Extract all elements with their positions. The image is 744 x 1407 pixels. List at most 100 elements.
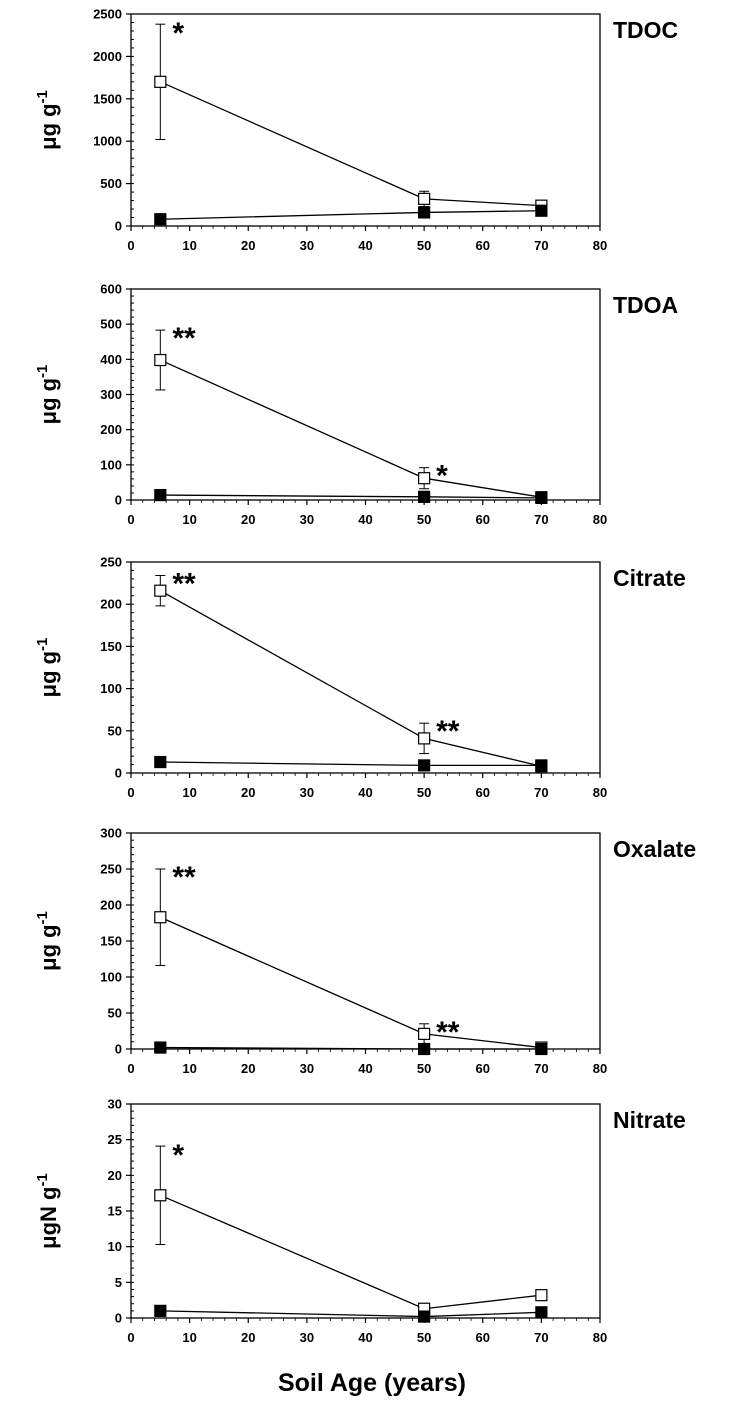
y-tick-label: 0 (115, 1042, 122, 1057)
panel-title: Oxalate (613, 836, 696, 862)
y-tick-label: 2500 (93, 7, 122, 22)
data-point-filled (154, 213, 167, 226)
x-tick-label: 60 (476, 785, 490, 800)
series-filled-squares (154, 1304, 548, 1323)
x-tick-label: 20 (241, 1330, 255, 1345)
series-line (160, 1194, 542, 1310)
x-tick-label: 80 (593, 1061, 607, 1076)
y-axis-label: μg g-1 (34, 911, 61, 971)
data-point-open (418, 732, 431, 745)
y-tick-label: 0 (115, 1311, 122, 1326)
series-line (160, 761, 542, 767)
x-tick-label: 70 (534, 238, 548, 253)
x-tick-label: 50 (417, 785, 431, 800)
x-tick-label: 60 (476, 238, 490, 253)
series-open-squares (154, 329, 548, 504)
y-tick-label: 150 (100, 639, 122, 654)
x-tick-label: 10 (182, 238, 196, 253)
data-point-filled (418, 759, 431, 772)
x-tick-label: 10 (182, 785, 196, 800)
x-tick-label: 0 (127, 785, 134, 800)
series-line (160, 359, 542, 498)
y-axis-label: μg g-1 (34, 90, 61, 150)
y-tick-label: 200 (100, 898, 122, 913)
data-point-open (154, 75, 167, 88)
series-line (160, 81, 542, 207)
series-line (160, 916, 542, 1049)
data-point-filled (418, 206, 431, 219)
y-axis-label: μg g-1 (34, 365, 61, 425)
data-point-filled (154, 488, 167, 502)
series-filled-squares (154, 755, 548, 772)
y-tick-label: 25 (108, 1132, 122, 1147)
series-filled-squares (154, 204, 548, 226)
significance-marker: ** (436, 715, 460, 748)
y-tick-label: 15 (108, 1204, 122, 1219)
data-point-open (418, 192, 431, 205)
significance-marker: ** (172, 861, 196, 894)
panel-title: Nitrate (613, 1107, 686, 1133)
x-tick-label: 50 (417, 238, 431, 253)
x-tick-label: 20 (241, 785, 255, 800)
y-tick-label: 1500 (93, 91, 122, 106)
y-axis-label: μg g-1 (34, 638, 61, 698)
y-tick-label: 0 (115, 493, 122, 508)
plot-frame (130, 1103, 601, 1319)
x-tick-label: 20 (241, 512, 255, 527)
y-tick-label: 100 (100, 970, 122, 985)
plot-frame (130, 13, 601, 227)
data-point-open (154, 584, 167, 597)
data-point-filled (535, 759, 548, 772)
x-tick-label: 40 (358, 785, 372, 800)
data-point-filled (154, 755, 167, 769)
series-open-squares (154, 575, 548, 773)
y-tick-label: 600 (100, 282, 122, 297)
chart-panel-5: 0 5 10 15 20 25 30 0 10 20 30 40 50 60 70 80 Nitrate μgN … (34, 1097, 686, 1346)
chart-panel-2: 0 100 200 300 400 500 600 0 10 20 30 40 50 60 70 80 TDOA… (34, 282, 678, 528)
x-tick-label: 50 (417, 1061, 431, 1076)
y-tick-label: 20 (108, 1168, 122, 1183)
data-point-filled (535, 491, 548, 504)
x-tick-label: 80 (593, 785, 607, 800)
y-tick-label: 500 (100, 317, 122, 332)
x-tick-label: 80 (593, 1330, 607, 1345)
x-tick-label: 40 (358, 238, 372, 253)
x-axis-label: Soil Age (years) (278, 1369, 466, 1397)
x-tick-label: 30 (300, 512, 314, 527)
y-tick-label: 200 (100, 597, 122, 612)
y-tick-label: 250 (100, 555, 122, 570)
data-point-open (418, 472, 431, 485)
data-point-filled (535, 1042, 548, 1056)
x-tick-label: 40 (358, 512, 372, 527)
x-tick-label: 40 (358, 1330, 372, 1345)
y-tick-label: 400 (100, 352, 122, 367)
data-point-filled (154, 1041, 167, 1054)
y-axis-label: μgN g-1 (34, 1173, 61, 1249)
significance-marker: ** (172, 568, 196, 601)
y-tick-label: 10 (108, 1239, 122, 1254)
x-tick-label: 30 (300, 1061, 314, 1076)
y-tick-label: 300 (100, 826, 122, 841)
x-tick-label: 0 (127, 1330, 134, 1345)
y-tick-label: 0 (115, 219, 122, 234)
x-tick-label: 30 (300, 238, 314, 253)
chart-panel-3: 0 50 100 150 200 250 0 10 20 30 40 50 60 70 80 Citrate μ… (34, 555, 686, 801)
y-tick-label: 150 (100, 934, 122, 949)
panel-title: Citrate (613, 565, 686, 591)
plot-frame (130, 288, 601, 501)
x-tick-label: 30 (300, 785, 314, 800)
panel-title: TDOC (613, 17, 678, 43)
x-tick-label: 0 (127, 238, 134, 253)
data-point-filled (418, 490, 431, 503)
x-tick-label: 0 (127, 1061, 134, 1076)
data-point-filled (535, 1306, 548, 1319)
chart-panel-4: 0 50 100 150 200 250 300 0 10 20 30 40 50 60 70 80 Oxala… (34, 826, 696, 1077)
y-tick-label: 200 (100, 422, 122, 437)
significance-marker: * (172, 17, 184, 50)
x-tick-label: 50 (417, 1330, 431, 1345)
x-tick-label: 70 (534, 785, 548, 800)
y-tick-label: 1000 (93, 134, 122, 149)
series-line (160, 210, 542, 220)
